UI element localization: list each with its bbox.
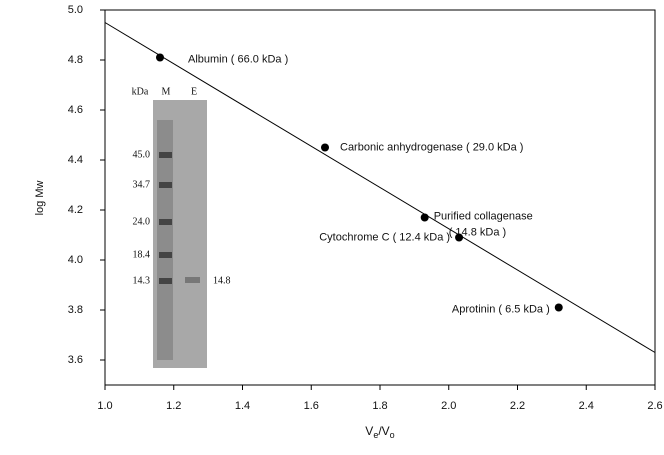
- data-point: [455, 234, 463, 242]
- data-point: [421, 214, 429, 222]
- x-label-part: o: [390, 430, 395, 440]
- x-tick-label: 2.6: [647, 400, 662, 412]
- gel-header: M: [162, 86, 171, 97]
- gel-band: [159, 252, 172, 258]
- gel-sample-label: 14.8: [213, 275, 231, 286]
- point-label: Purified collagenase: [434, 210, 533, 222]
- point-label: Carbonic anhydrogenase ( 29.0 kDa ): [340, 141, 523, 153]
- gel-band: [159, 278, 172, 284]
- y-tick-label: 4.6: [68, 104, 83, 116]
- y-tick-label: 5.0: [68, 4, 83, 16]
- x-tick-label: 2.2: [510, 400, 525, 412]
- gel-marker-label: 14.3: [133, 275, 151, 286]
- y-axis-label: log Mw: [34, 181, 46, 216]
- data-point: [555, 304, 563, 312]
- x-tick-label: 1.6: [304, 400, 319, 412]
- y-tick-label: 4.0: [68, 254, 83, 266]
- point-label: Cytochrome C ( 12.4 kDa ): [319, 231, 450, 243]
- point-label: Albumin ( 66.0 kDa ): [188, 53, 288, 65]
- gel-header: kDa: [132, 86, 149, 97]
- y-tick-label: 3.8: [68, 304, 83, 316]
- chart: kDa M E 45.0 34.7 24.0 18.4 14.3 14.8 lo…: [0, 0, 664, 450]
- x-tick-label: 1.8: [372, 400, 387, 412]
- gel-marker-label: 18.4: [133, 249, 151, 260]
- data-point: [156, 54, 164, 62]
- x-axis-label: Ve/Vo: [365, 424, 394, 440]
- gel-marker-label: 45.0: [133, 149, 151, 160]
- gel-inset: kDa M E 45.0 34.7 24.0 18.4 14.3 14.8: [132, 86, 231, 368]
- x-label-part: /V: [378, 424, 389, 438]
- x-tick-label: 2.0: [441, 400, 456, 412]
- gel-header: E: [191, 86, 197, 97]
- gel-band: [159, 219, 172, 225]
- gel-band: [185, 277, 200, 283]
- x-tick-label: 1.4: [235, 400, 250, 412]
- gel-marker-label: 24.0: [133, 216, 151, 227]
- gel-band: [159, 152, 172, 158]
- gel-band: [159, 182, 172, 188]
- y-tick-label: 4.4: [68, 154, 83, 166]
- x-tick-label: 1.0: [97, 400, 112, 412]
- x-label-part: V: [365, 424, 373, 438]
- data-point: [321, 144, 329, 152]
- x-tick-label: 2.4: [579, 400, 594, 412]
- point-label: Aprotinin ( 6.5 kDa ): [452, 303, 550, 315]
- x-tick-label: 1.2: [166, 400, 181, 412]
- y-tick-label: 4.8: [68, 54, 83, 66]
- gel-marker-label: 34.7: [133, 179, 151, 190]
- y-tick-label: 3.6: [68, 354, 83, 366]
- y-tick-label: 4.2: [68, 204, 83, 216]
